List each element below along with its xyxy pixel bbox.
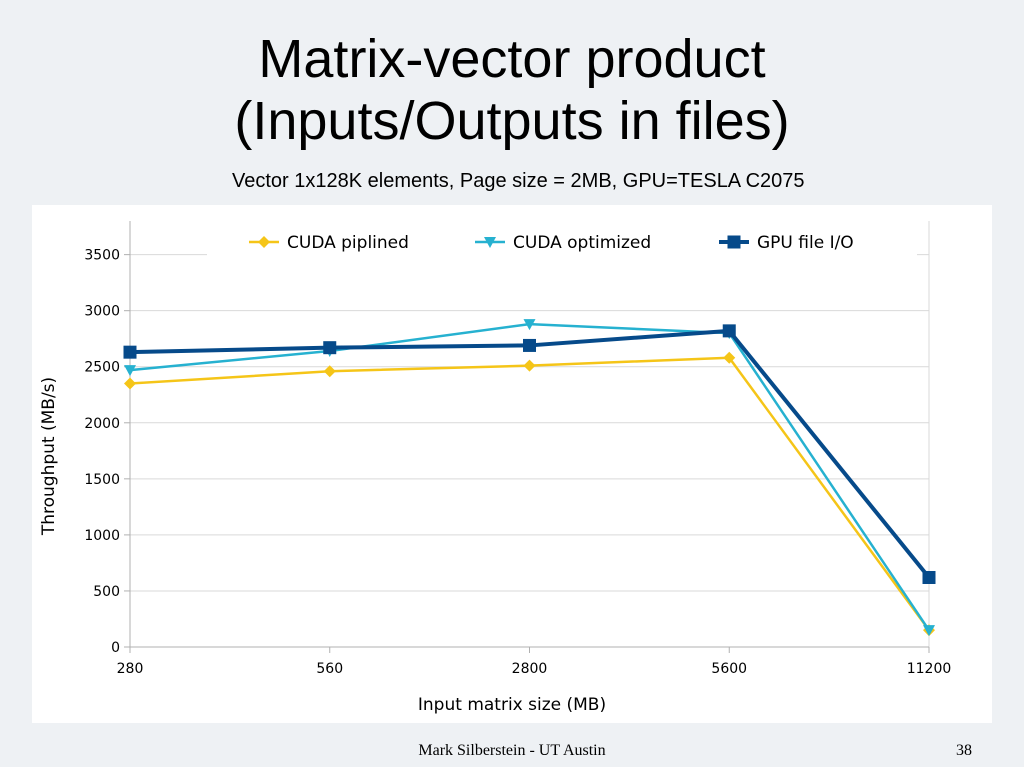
data-point xyxy=(124,377,136,390)
y-tick-label: 3000 xyxy=(84,304,120,320)
slide-title-line1: Matrix-vector product xyxy=(258,29,766,89)
y-tick-label: 0 xyxy=(111,640,120,656)
x-tick-label: 560 xyxy=(316,661,343,677)
y-tick-label: 1500 xyxy=(84,472,120,488)
legend: CUDA piplined CUDA optimized GPU file I/O xyxy=(207,223,917,257)
x-tick-label: 280 xyxy=(117,661,144,677)
data-point xyxy=(722,324,736,338)
legend-item: CUDA piplined xyxy=(249,233,409,253)
slide-title-line2: (Inputs/Outputs in files) xyxy=(234,91,790,151)
x-tick-label: 11200 xyxy=(907,661,952,677)
y-tick-label: 2500 xyxy=(84,360,120,376)
series-gpu-file-i-o xyxy=(123,324,936,584)
series-group xyxy=(123,319,936,637)
data-point xyxy=(323,341,337,355)
footer-author: Mark Silberstein - UT Austin xyxy=(418,742,606,759)
x-tick-label: 5600 xyxy=(711,661,747,677)
slide-title: Matrix-vector product (Inputs/Outputs in… xyxy=(0,28,1024,152)
data-point xyxy=(123,345,137,359)
legend-background xyxy=(207,223,917,257)
data-point xyxy=(124,365,136,377)
y-axis-label: Throughput (MB/s) xyxy=(39,377,59,536)
y-tick-label: 2000 xyxy=(84,416,120,432)
data-point xyxy=(723,351,736,364)
data-point xyxy=(922,570,936,584)
y-tick-labels: 0 500 1000 1500 2000 2500 3000 3500 xyxy=(84,248,120,656)
chart-title: Vector 1x128K elements, Page size = 2MB,… xyxy=(232,170,805,192)
x-tick-labels: 280 560 2800 5600 11200 xyxy=(117,661,952,677)
x-tick-label: 2800 xyxy=(512,661,548,677)
legend-swatch-marker xyxy=(258,236,270,248)
legend-swatch-marker xyxy=(727,235,741,249)
data-point xyxy=(523,319,536,331)
series-cuda-piplined xyxy=(124,351,935,637)
legend-label: CUDA optimized xyxy=(513,233,651,253)
legend-label: GPU file I/O xyxy=(757,233,854,253)
y-tick-label: 1000 xyxy=(84,528,120,544)
x-axis-label: Input matrix size (MB) xyxy=(418,695,606,715)
data-point xyxy=(523,359,536,372)
line-chart: 0 500 1000 1500 2000 2500 3000 3500 280 560 2800 5… xyxy=(39,221,952,715)
y-tick-label: 3500 xyxy=(84,248,120,264)
legend-label: CUDA piplined xyxy=(287,233,409,253)
chart-container: 0 500 1000 1500 2000 2500 3000 3500 280 560 2800 5… xyxy=(32,205,992,723)
legend-item: CUDA optimized xyxy=(475,233,651,253)
data-point xyxy=(923,625,935,637)
axes xyxy=(124,221,930,653)
page-number: 38 xyxy=(956,742,972,759)
data-point xyxy=(323,365,336,378)
legend-swatch-marker xyxy=(484,237,496,248)
legend-item: GPU file I/O xyxy=(719,233,854,253)
grid-lines xyxy=(130,221,930,647)
y-tick-label: 500 xyxy=(93,584,120,600)
series-line xyxy=(129,356,931,631)
data-point xyxy=(523,338,536,352)
